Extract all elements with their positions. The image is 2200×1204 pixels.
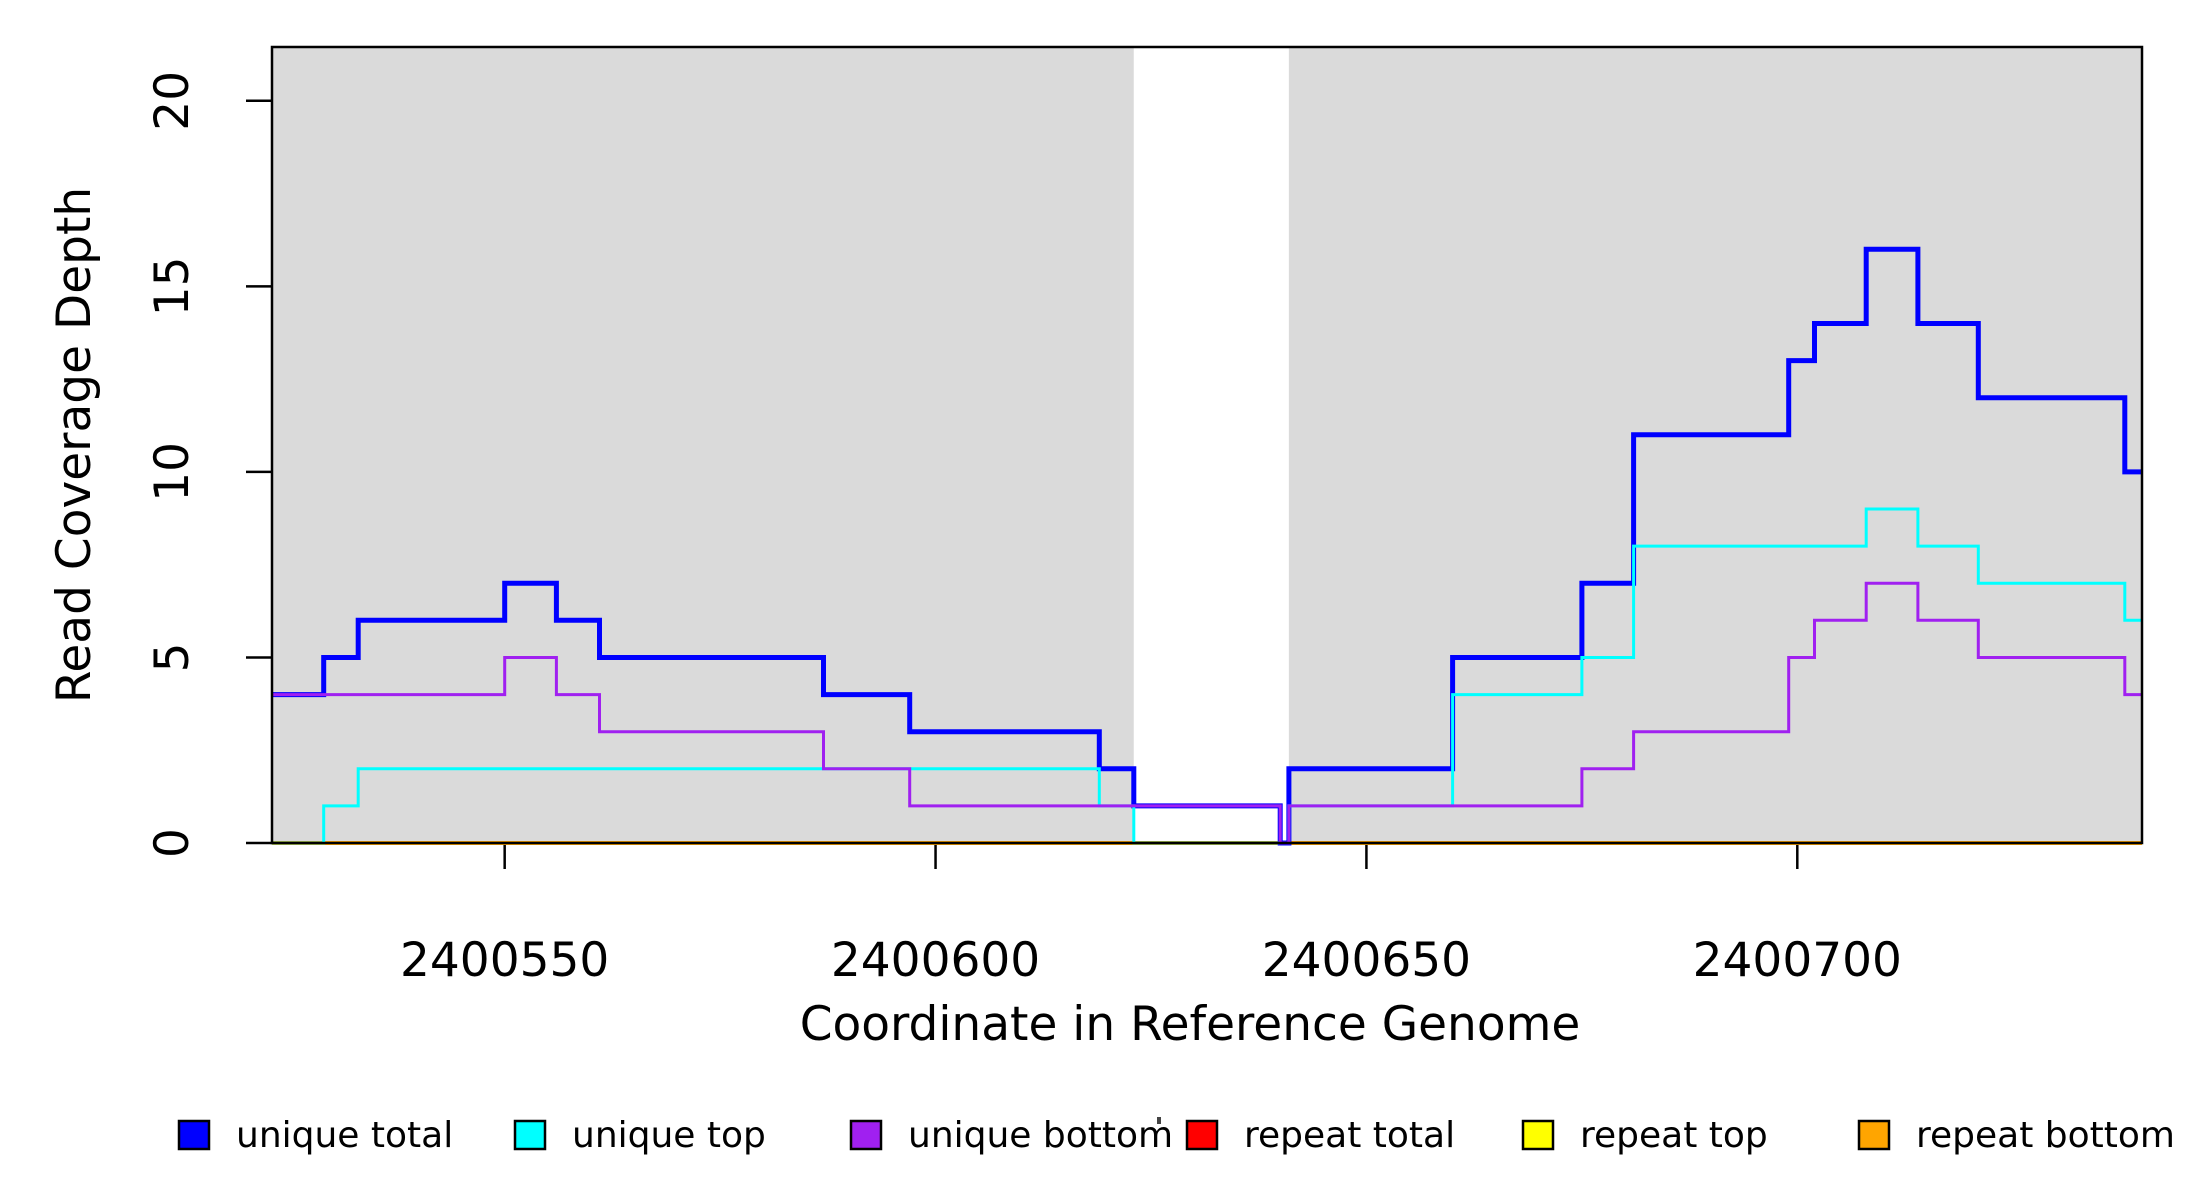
series-line-unique-bottom — [272, 581, 2142, 845]
legend-swatch-unique-bottom — [849, 1119, 883, 1151]
legend-swatch-repeat-total — [1185, 1119, 1219, 1151]
y-axis-tick-label: 15 — [145, 256, 200, 316]
x-axis-tick-label: 2400700 — [1693, 933, 1902, 988]
plot-border — [270, 45, 2144, 845]
coverage-band-1 — [1288, 47, 2142, 843]
y-axis-tick-label: 5 — [145, 642, 200, 672]
legend-label-unique-total: unique total — [236, 1115, 453, 1156]
x-axis-tick-label: 2400650 — [1262, 933, 1471, 988]
legend-label-unique-bottom: unique bottom — [908, 1115, 1173, 1156]
y-axis-tick-label: 10 — [145, 442, 200, 502]
legend-swatch-repeat-bottom — [1857, 1119, 1891, 1151]
legend-swatch-repeat-top — [1521, 1119, 1555, 1151]
y-axis-tick-label: 0 — [145, 828, 200, 858]
x-axis-tick-label: 2400600 — [831, 933, 1040, 988]
legend-label-repeat-bottom: repeat bottom — [1916, 1115, 2175, 1156]
stray-mark — [1157, 1117, 1161, 1124]
legend-label-unique-top: unique top — [572, 1115, 766, 1156]
coverage-band-0 — [272, 47, 1134, 843]
legend-swatch-unique-total — [177, 1119, 211, 1151]
legend-label-repeat-total: repeat total — [1244, 1115, 1455, 1156]
x-axis-title: Coordinate in Reference Genome — [800, 997, 1581, 1052]
series-line-unique-top — [272, 507, 2142, 845]
x-axis-tick-label: 2400550 — [400, 933, 609, 988]
y-axis-tick-label: 20 — [145, 71, 200, 131]
y-axis-title: Read Coverage Depth — [47, 187, 102, 703]
legend-label-repeat-top: repeat top — [1580, 1115, 1768, 1156]
legend-swatch-unique-top — [513, 1119, 547, 1151]
